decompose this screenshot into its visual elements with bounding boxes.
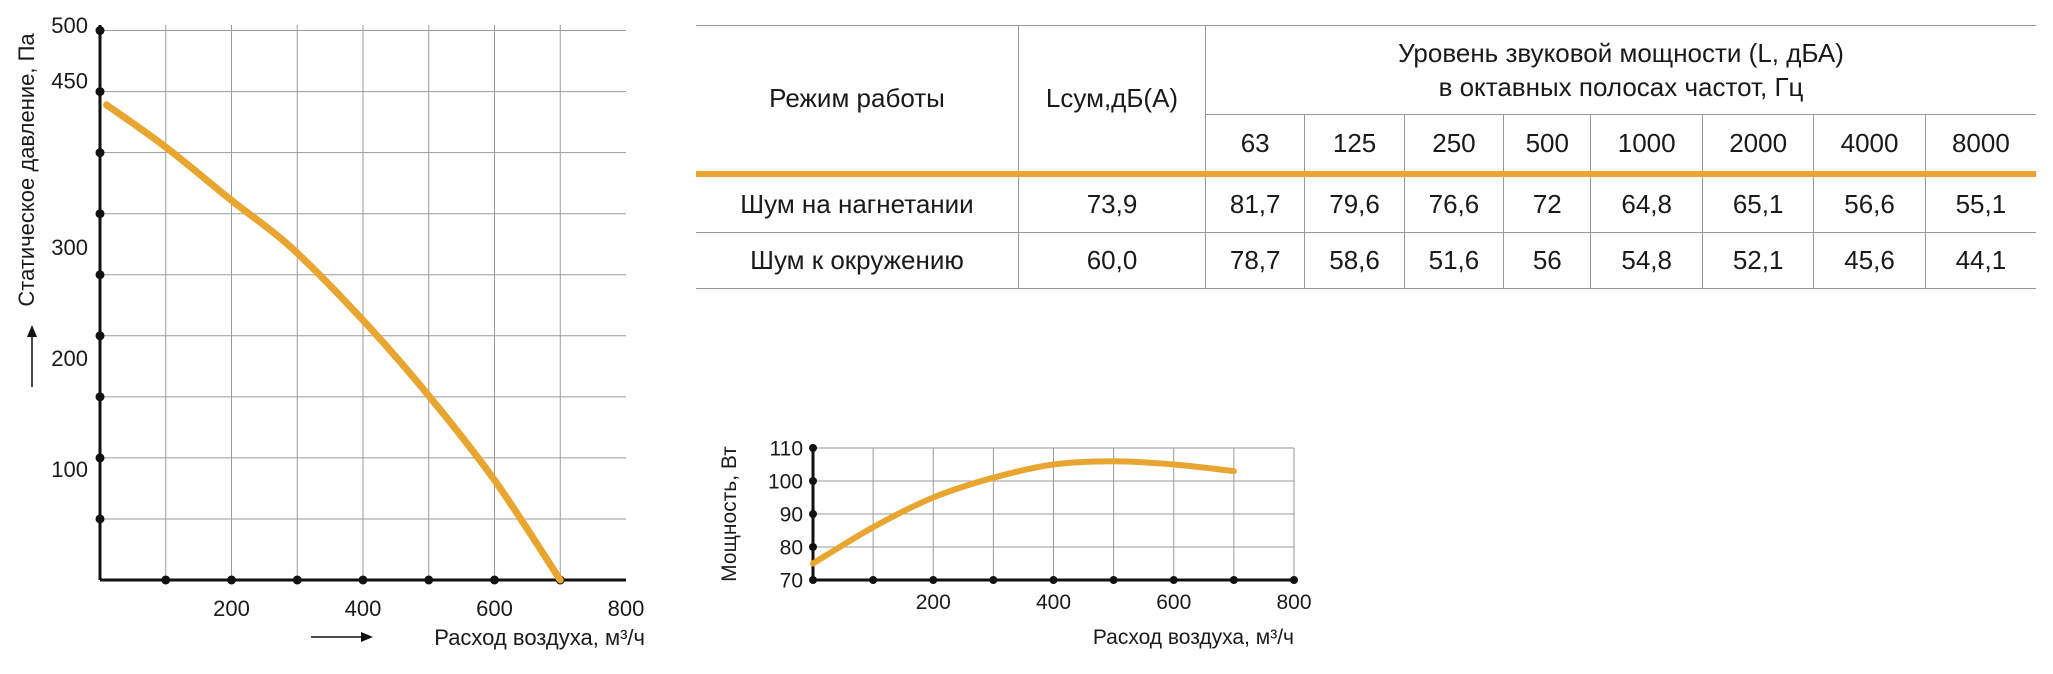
y-tick-label: 200	[51, 346, 88, 371]
row-value: 58,6	[1304, 232, 1405, 289]
row-value: 72	[1503, 171, 1592, 233]
mode-header: Режим работы	[696, 25, 1019, 174]
freq-header: 1000	[1590, 114, 1703, 174]
x-axis-title: Расход воздуха, м³/ч	[434, 625, 645, 650]
x-tick-label: 200	[916, 591, 951, 614]
freq-header: 500	[1503, 114, 1592, 174]
row-value: 76,6	[1404, 171, 1505, 233]
freq-header: 63	[1205, 114, 1306, 174]
row-value: 44,1	[1925, 232, 2036, 289]
row-value: 51,6	[1404, 232, 1505, 289]
row-mode: Шум к окружению	[696, 232, 1019, 289]
y-axis-title: Мощность, Вт	[718, 446, 741, 582]
row-value: 79,6	[1304, 171, 1405, 233]
freq-header: 125	[1304, 114, 1405, 174]
series-line	[810, 458, 1237, 567]
y-tick-label: 300	[51, 235, 88, 260]
x-tick-label: 600	[1156, 591, 1191, 614]
y-axis-title: Статическое давление, Па	[14, 33, 39, 307]
pressure-chart: 200 400 600 800 100 200 300 450 500 Статическое д…	[14, 13, 645, 650]
y-tick-label: 90	[780, 504, 803, 527]
y-tick-label: 110	[770, 438, 803, 461]
row-value: 78,7	[1205, 232, 1306, 289]
row-lsum: 60,0	[1018, 232, 1206, 289]
x-axis-title: Расход воздуха, м³/ч	[1093, 626, 1294, 649]
x-tick-label: 200	[213, 596, 250, 621]
row-mode: Шум на нагнетании	[696, 171, 1019, 233]
row-value: 45,6	[1813, 232, 1926, 289]
lsum-header: Lсум,дБ(А)	[1018, 25, 1206, 174]
table-row: Шум к окружению 60,0 78,7 58,6 51,6 56 5…	[696, 232, 2036, 289]
row-lsum: 73,9	[1018, 171, 1206, 233]
freq-header: 4000	[1813, 114, 1926, 174]
x-tick-label: 800	[608, 596, 645, 621]
row-value: 52,1	[1702, 232, 1815, 289]
x-axis-arrowhead	[361, 632, 373, 642]
noise-table: Режим работы Lсум,дБ(А) Уровень звуковой…	[696, 25, 2036, 289]
series-line	[103, 101, 564, 584]
octave-band-header: Уровень звуковой мощности (L, дБА) в окт…	[1205, 25, 2036, 115]
row-value: 54,8	[1590, 232, 1703, 289]
y-tick-label: 80	[780, 537, 803, 560]
y-tick-label: 100	[51, 457, 88, 482]
power-chart: 200 400 600 800 70 80 90 100 110 Мощность, Вт Расх…	[718, 438, 1312, 649]
freq-header: 8000	[1951, 127, 2010, 158]
row-value: 56,6	[1813, 171, 1926, 233]
y-axis-arrowhead	[27, 325, 37, 337]
x-tick-label: 400	[345, 596, 382, 621]
freq-header: 2000	[1702, 114, 1815, 174]
row-value: 81,7	[1205, 171, 1306, 233]
row-value: 55,1	[1925, 171, 2036, 233]
y-tick-label: 450	[51, 68, 88, 93]
row-value: 65,1	[1702, 171, 1815, 233]
x-tick-label: 600	[476, 596, 513, 621]
octave-band-header-line1: Уровень звуковой мощности (L, дБА)	[1398, 38, 1844, 68]
octave-band-header-line2: в октавных полосах частот, Гц	[1438, 72, 1804, 102]
y-tick-label: 70	[780, 570, 803, 593]
x-tick-label: 400	[1036, 591, 1071, 614]
freq-header: 250	[1404, 114, 1505, 174]
table-row: Шум на нагнетании 73,9 81,7 79,6 76,6 72…	[696, 171, 2036, 233]
y-tick-label: 100	[768, 471, 803, 494]
row-value: 56	[1503, 232, 1592, 289]
y-tick-label: 500	[51, 13, 88, 38]
row-value: 64,8	[1590, 171, 1703, 233]
x-tick-label: 800	[1276, 591, 1311, 614]
